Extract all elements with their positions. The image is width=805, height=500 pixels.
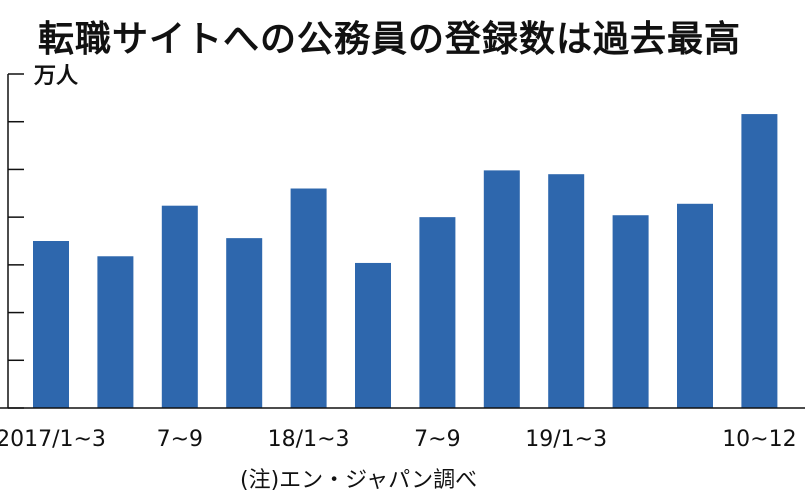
x-tick-label: 7~9 [414, 427, 460, 452]
bar [548, 174, 585, 408]
bar [226, 238, 263, 408]
bar [677, 203, 713, 408]
bar [741, 114, 778, 408]
x-tick-label: 2017/1~3 [0, 427, 106, 452]
source-note: (注)エン・ジャパン調べ [240, 468, 478, 493]
bars [33, 114, 778, 408]
bar [612, 215, 649, 408]
chart-title: 転職サイトへの公務員の登録数は過去最高 [38, 19, 742, 60]
bar [483, 170, 520, 408]
y-axis [7, 73, 24, 409]
x-tick-label: 10~12 [722, 427, 796, 452]
bar [419, 217, 456, 408]
x-axis: 2017/1~3 7~9 18/1~3 7~9 19/1~3 10~12 [0, 407, 805, 452]
bar [97, 256, 134, 408]
bar [355, 262, 391, 408]
bar [33, 241, 69, 408]
x-tick-label: 19/1~3 [525, 427, 607, 452]
bar [161, 205, 198, 408]
y-axis-unit-label: 万人 [34, 64, 79, 89]
x-tick-label: 18/1~3 [268, 427, 350, 452]
bar [290, 188, 327, 408]
x-tick-label: 7~9 [157, 427, 203, 452]
